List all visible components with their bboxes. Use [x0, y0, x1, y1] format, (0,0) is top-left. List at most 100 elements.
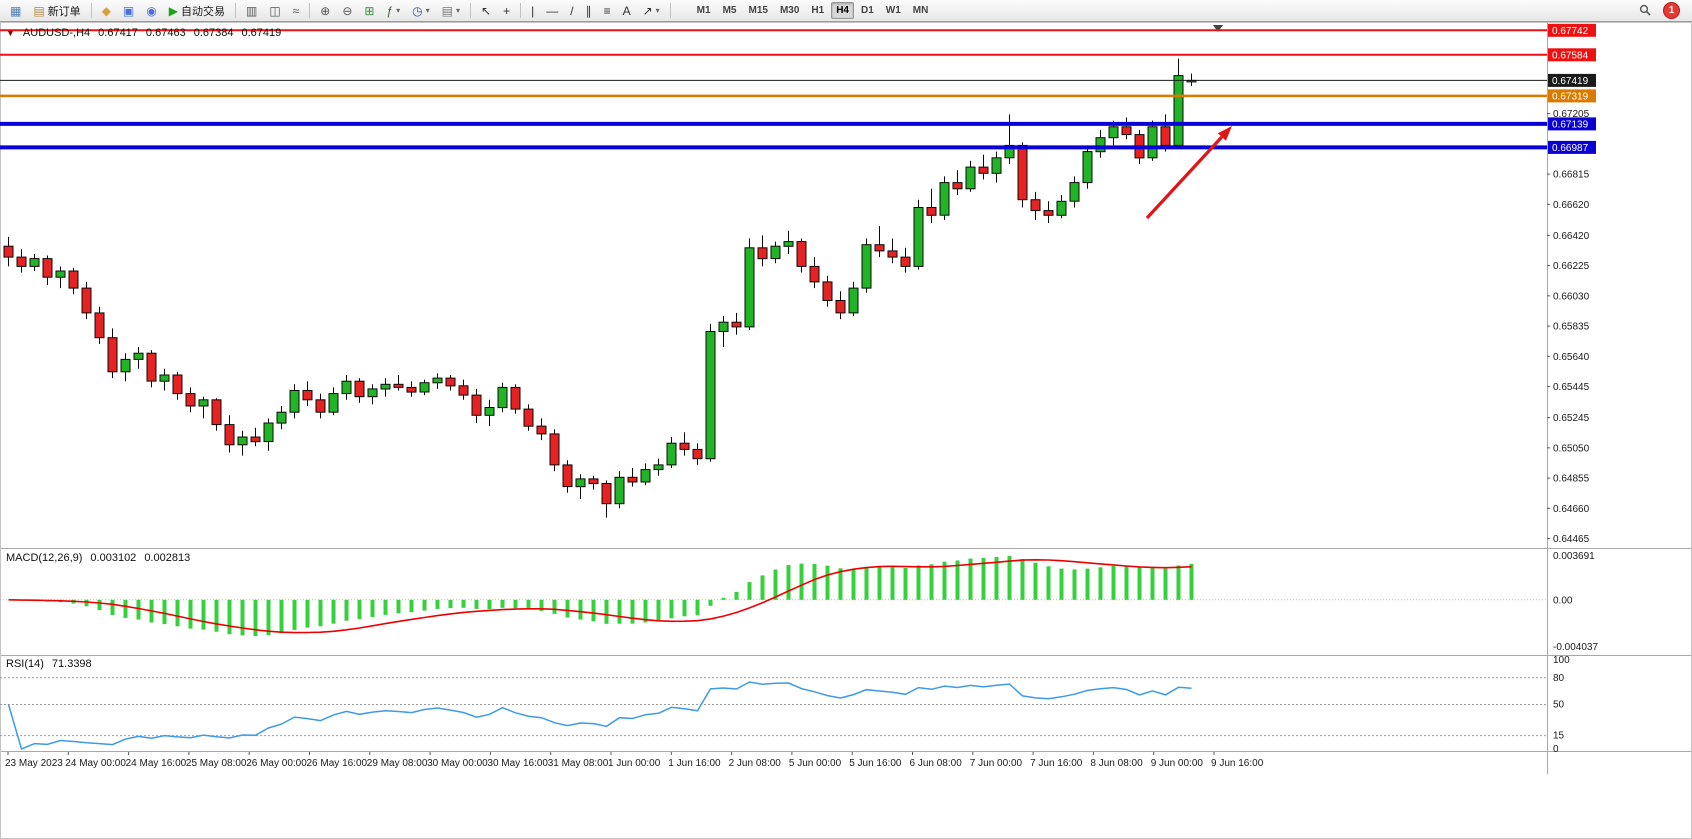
- timeframe-m5[interactable]: M5: [718, 2, 742, 19]
- fibonacci-icon: ≡: [603, 3, 611, 18]
- autotrading-icon: ▶: [168, 3, 178, 18]
- periods-icon: ◷: [412, 3, 423, 18]
- svg-text:0.65835: 0.65835: [1553, 322, 1590, 333]
- candle: [68, 267, 79, 295]
- timeframe-h4[interactable]: H4: [831, 2, 854, 19]
- svg-text:0.67584: 0.67584: [1552, 50, 1589, 61]
- search-button[interactable]: [1634, 1, 1656, 20]
- zoom-out-button[interactable]: ⊖: [337, 1, 357, 20]
- chart-background: [0, 22, 1692, 839]
- navigator-button[interactable]: ◉: [141, 1, 161, 20]
- search-icon: [1639, 4, 1651, 18]
- fibonacci-button[interactable]: ≡: [599, 1, 616, 20]
- svg-text:24 May 16:00: 24 May 16:00: [126, 758, 187, 769]
- toolbar-separator: [234, 3, 236, 18]
- vertical-line-button[interactable]: |: [526, 1, 539, 20]
- candle: [835, 291, 846, 320]
- candle: [29, 254, 40, 271]
- ohlc-close: 0.67419: [241, 27, 282, 39]
- candle: [705, 323, 716, 462]
- timeframe-mn[interactable]: MN: [908, 2, 934, 19]
- timeframe-m1[interactable]: M1: [692, 2, 716, 19]
- toolbar-separator: [470, 3, 472, 18]
- macd-header: MACD(12,26,9) 0.003102 0.002813: [6, 552, 190, 564]
- candle: [692, 443, 703, 465]
- candle: [471, 388, 482, 423]
- timeframe-m15[interactable]: M15: [743, 2, 772, 19]
- crosshair-button[interactable]: +: [498, 1, 515, 20]
- timeframe-m30[interactable]: M30: [775, 2, 804, 19]
- periods-dropdown[interactable]: ◷ ▾: [407, 1, 435, 20]
- bar-chart-button[interactable]: ▥: [241, 1, 262, 20]
- timeframe-d1[interactable]: D1: [856, 2, 879, 19]
- collapse-icon[interactable]: ▼: [6, 28, 15, 38]
- zoom-in-button[interactable]: ⊕: [315, 1, 335, 20]
- toolbar-separator: [669, 3, 671, 18]
- metaeditor-button[interactable]: ◆: [97, 1, 116, 20]
- candle: [731, 312, 742, 335]
- candle: [289, 384, 300, 419]
- candle: [445, 375, 456, 391]
- svg-text:29 May 08:00: 29 May 08:00: [367, 758, 428, 769]
- svg-text:15: 15: [1553, 731, 1565, 742]
- svg-text:0.66225: 0.66225: [1553, 261, 1590, 272]
- candle: [848, 281, 859, 316]
- toolbar-separator: [520, 3, 522, 18]
- toolbar: ▦ ▤ 新订单 ◆ ▣ ◉ ▶ 自动交易 ▥ ◫ ≈ ⊕ ⊖ ⊞ ƒ ▾ ◷ ▾ ▤ ▾ ↖ + | — / ∥ ≡ A ↗ ▾ M1 M5…: [0, 0, 1692, 22]
- trendline-button[interactable]: /: [565, 1, 578, 20]
- candle: [354, 378, 365, 403]
- new-chart-button[interactable]: ▦: [5, 1, 26, 20]
- cursor-button[interactable]: ↖: [476, 1, 496, 20]
- candle: [172, 371, 183, 400]
- terminal-icon: ▣: [122, 3, 135, 18]
- svg-text:2 Jun 08:00: 2 Jun 08:00: [729, 758, 782, 769]
- indicators-dropdown[interactable]: ƒ ▾: [381, 1, 405, 20]
- navigator-icon: ◉: [146, 3, 157, 18]
- chevron-down-icon: ▾: [456, 6, 461, 15]
- candle: [107, 328, 118, 379]
- candle: [393, 375, 404, 391]
- arrows-dropdown[interactable]: ↗ ▾: [638, 1, 665, 20]
- candle: [666, 437, 677, 468]
- candle: [913, 199, 924, 270]
- timeframe-w1[interactable]: W1: [881, 2, 906, 19]
- svg-text:0.64660: 0.64660: [1553, 504, 1590, 515]
- line-chart-button[interactable]: ≈: [288, 1, 305, 20]
- horizontal-line-icon: —: [546, 3, 559, 18]
- text-button[interactable]: A: [618, 1, 636, 20]
- channel-button[interactable]: ∥: [581, 1, 597, 20]
- svg-text:6 Jun 08:00: 6 Jun 08:00: [910, 758, 963, 769]
- svg-text:0.65445: 0.65445: [1553, 382, 1590, 393]
- svg-text:5 Jun 00:00: 5 Jun 00:00: [789, 758, 842, 769]
- templates-icon: ▤: [441, 3, 453, 18]
- tile-windows-button[interactable]: ⊞: [359, 1, 379, 20]
- svg-text:0.66420: 0.66420: [1553, 231, 1590, 242]
- candle: [653, 458, 664, 476]
- chart-shift-marker[interactable]: [1213, 25, 1223, 32]
- autotrading-button[interactable]: ▶ 自动交易: [164, 1, 230, 20]
- terminal-button[interactable]: ▣: [118, 1, 139, 20]
- svg-text:1 Jun 00:00: 1 Jun 00:00: [608, 758, 661, 769]
- zoom-out-icon: ⊖: [342, 3, 353, 18]
- macd-value: 0.003102: [90, 552, 137, 564]
- candle: [380, 378, 391, 397]
- rsi-name: RSI(14): [6, 658, 44, 670]
- svg-text:0.65640: 0.65640: [1553, 352, 1590, 363]
- trendline-icon: /: [570, 3, 574, 18]
- svg-text:-0.004037: -0.004037: [1553, 642, 1598, 653]
- chevron-down-icon: ▾: [396, 6, 401, 15]
- candle: [211, 398, 222, 431]
- crosshair-icon: +: [503, 3, 511, 18]
- candle: [42, 255, 53, 285]
- arrow-annotation[interactable]: [1145, 135, 1223, 220]
- notification-badge[interactable]: 1: [1663, 2, 1680, 19]
- templates-dropdown[interactable]: ▤ ▾: [437, 1, 465, 20]
- candlestick-chart-button[interactable]: ◫: [264, 1, 285, 20]
- candle: [185, 387, 196, 413]
- new-order-button-label: 新订单: [47, 5, 81, 18]
- horizontal-line-button[interactable]: —: [541, 1, 563, 20]
- new-order-button[interactable]: ▤ 新订单: [28, 1, 85, 20]
- timeframe-h1[interactable]: H1: [806, 2, 829, 19]
